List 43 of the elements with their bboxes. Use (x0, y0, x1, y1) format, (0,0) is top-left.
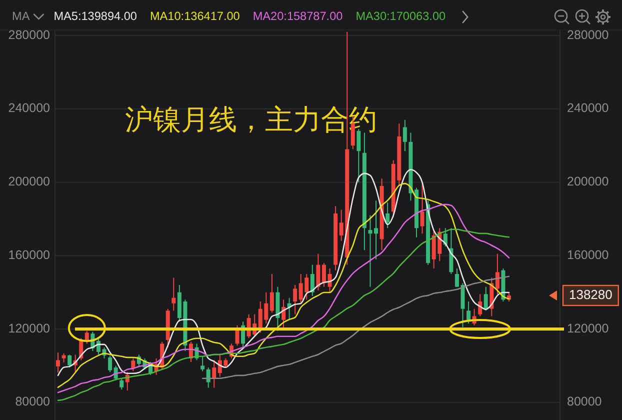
candlestick (172, 277, 176, 312)
candlestick (120, 378, 124, 390)
y2-tick-label: 120000 (567, 321, 609, 336)
line-series (57, 228, 510, 402)
candlestick (96, 338, 100, 356)
y-tick-label: 280000 (8, 28, 50, 42)
candlestick (322, 262, 326, 288)
candlestick (328, 268, 332, 293)
text: MA10:136417.00 (150, 9, 240, 24)
candlestick (478, 294, 482, 317)
candlestick (56, 352, 60, 373)
candlestick (84, 330, 89, 344)
text: MA30:170063.00 (356, 9, 446, 24)
legend-title: MA (12, 9, 30, 24)
candlestick (466, 300, 471, 324)
y2-tick-label: 80000 (567, 394, 602, 409)
candlestick (310, 264, 314, 296)
text: MA20:158787.00 (252, 9, 344, 24)
candlestick (212, 360, 216, 388)
candlestick (402, 119, 407, 152)
candlestick (200, 356, 205, 372)
y-tick-label: 80000 (15, 394, 50, 409)
y-tick-label: 200000 (8, 174, 50, 189)
candlestick (270, 273, 274, 313)
y-tick-label: 160000 (8, 248, 50, 262)
y2-tick-label: 280000 (567, 28, 609, 42)
y-tick-label: 120000 (8, 321, 50, 336)
candlestick (495, 253, 500, 295)
candlestick (484, 286, 488, 312)
candlestick (316, 253, 320, 291)
candlestick (368, 214, 372, 288)
candlestick (68, 354, 72, 368)
candlestick (108, 355, 112, 373)
y2-tick-label: 160000 (567, 248, 609, 262)
text: MA5:139894.00 (54, 9, 138, 24)
text: 138280 (568, 286, 612, 302)
candlestick (293, 284, 298, 315)
candlestick (386, 202, 390, 229)
y2-tick-label: 240000 (567, 101, 609, 116)
candlestick (282, 299, 286, 330)
y2-tick-label: 200000 (567, 174, 609, 189)
y-tick-label: 240000 (8, 101, 50, 116)
candlestick (374, 200, 378, 260)
